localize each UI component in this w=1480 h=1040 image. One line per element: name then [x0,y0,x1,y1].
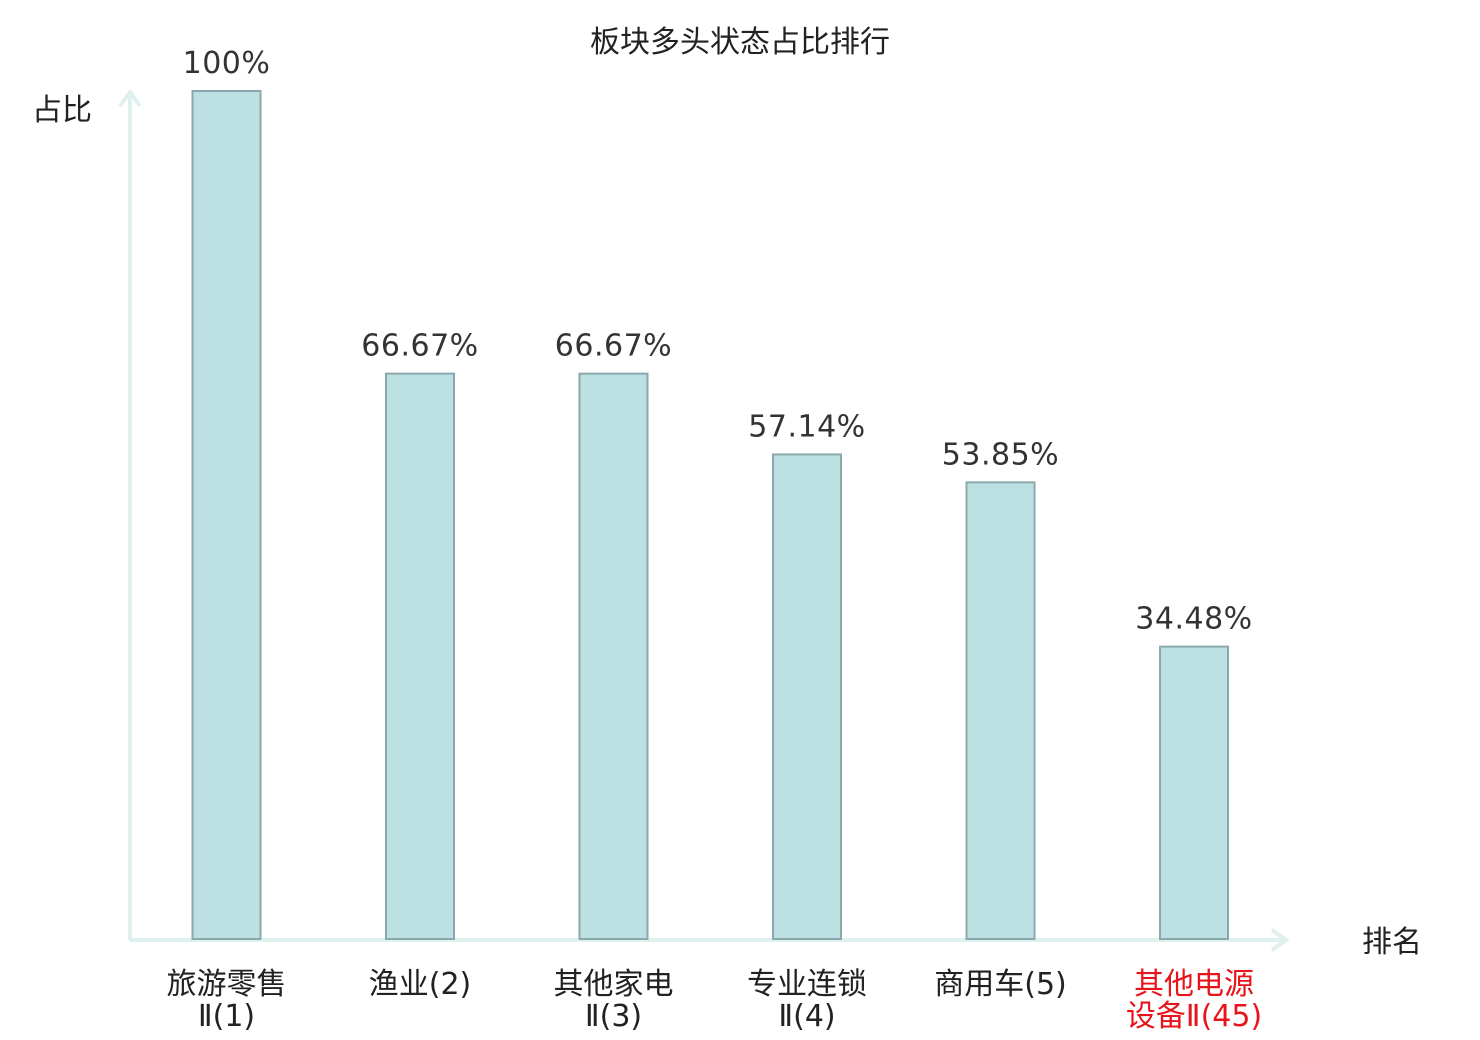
y-axis-arrow-icon [118,88,142,108]
value-label: 66.67% [555,329,672,364]
category-labels-group: 旅游零售 Ⅱ(1) 渔业(2) 其他家电 Ⅱ(3) 专业连锁 Ⅱ(4) 商用车(5) 其他电源设… [167,967,1263,1034]
x-axis-title: 排名 [1362,925,1422,960]
y-axis-title: 占比 [32,93,92,128]
bars-group [191,90,1229,941]
category-label: 商用车(5) [934,967,1067,1002]
value-label: 34.48% [1135,602,1252,637]
value-labels-group: 100% 66.67% 66.67% 57.14% 53.85% 34.48% [183,46,1253,637]
bar [772,453,842,940]
bar [578,372,649,940]
value-label: 100% [183,46,271,81]
value-label: 57.14% [748,409,865,444]
chart-title: 板块多头状态占比排行 [590,25,890,60]
category-label: 专业连锁 Ⅱ(4) [747,967,867,1034]
category-label: 其他电源设备Ⅱ(45) [1126,967,1262,1034]
x-axis-arrow-icon [1270,928,1290,952]
bar [965,481,1036,940]
value-label: 53.85% [942,437,1059,472]
bar [1159,645,1229,941]
bar [385,372,455,940]
value-label: 66.67% [361,329,478,364]
category-label: 渔业(2) [369,967,472,1002]
bar [191,90,262,940]
category-label: 其他家电 Ⅱ(3) [554,967,674,1034]
axes [118,88,1290,952]
category-label: 旅游零售 Ⅱ(1) [167,967,287,1034]
